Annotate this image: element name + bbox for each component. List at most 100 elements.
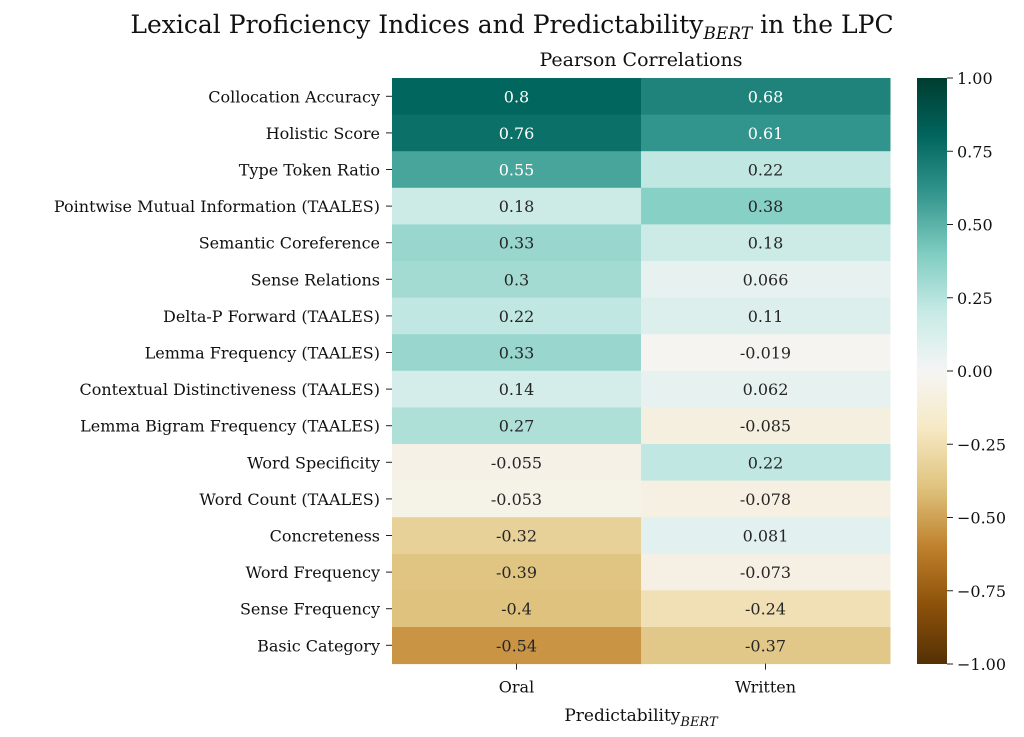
chart-title-suffix: in the LPC — [752, 10, 893, 39]
heatmap-cell — [641, 517, 891, 555]
row-label: Lemma Frequency (TAALES) — [145, 344, 380, 363]
row-label: Type Token Ratio — [239, 161, 380, 180]
row-label: Holistic Score — [266, 124, 380, 143]
colorbar: 1.00 0.75 0.50 0.25 0.00 −0.25 −0.50 −0.75 −1.00 — [917, 69, 1006, 674]
cell-value-label: -0.053 — [491, 490, 542, 509]
cell-value-label: 0.33 — [499, 344, 535, 363]
heatmap-cell — [641, 261, 891, 299]
cell-value-label: 0.22 — [499, 307, 535, 326]
cell-value-label: 0.33 — [499, 234, 535, 253]
cell-value-label: 0.55 — [499, 161, 535, 180]
heatmap-cell — [641, 370, 891, 408]
heatmap-cell — [392, 480, 642, 518]
colorbar-tick-label: 0.25 — [957, 289, 993, 308]
heatmap-cell — [641, 297, 891, 335]
heatmap-cell — [392, 444, 642, 482]
heatmap-cell — [392, 261, 642, 299]
column-label: Oral — [499, 678, 534, 697]
cell-value-label: 0.76 — [499, 124, 535, 143]
heatmap-cell — [392, 517, 642, 555]
cell-value-label: 0.22 — [748, 453, 784, 472]
chart-subtitle: Pearson Correlations — [540, 49, 743, 71]
row-labels: Collocation Accuracy Holistic Score Type T… — [54, 87, 392, 655]
heatmap-cell — [641, 224, 891, 262]
heatmap-cell — [641, 480, 891, 518]
cell-value-label: -0.019 — [740, 344, 791, 363]
heatmap-cell — [641, 627, 891, 665]
cell-value-label: 0.18 — [499, 197, 535, 216]
colorbar-gradient — [917, 78, 947, 664]
cell-value-label: 0.11 — [748, 307, 784, 326]
colorbar-tick-label: 0.00 — [957, 362, 993, 381]
heatmap-cell — [392, 590, 642, 628]
row-label: Collocation Accuracy — [208, 87, 380, 106]
cell-value-label: 0.18 — [748, 234, 784, 253]
heatmap-cell — [392, 553, 642, 591]
cell-value-label: 0.68 — [748, 87, 784, 106]
heatmap-cell — [641, 407, 891, 445]
x-axis-title: PredictabilityBERT — [564, 706, 719, 730]
heatmap-cells: 0.8 0.68 0.76 0.61 0.55 0.22 0.18 0.38 0.33 0.18 0… — [392, 78, 891, 665]
cell-value-label: -0.4 — [501, 600, 532, 619]
heatmap-cell — [641, 114, 891, 152]
heatmap-cell — [392, 334, 642, 372]
cell-value-label: 0.066 — [743, 270, 789, 289]
cell-value-label: 0.062 — [743, 380, 789, 399]
row-label: Delta-P Forward (TAALES) — [163, 307, 380, 326]
heatmap-cell — [641, 444, 891, 482]
heatmap-cell — [392, 78, 642, 116]
row-label: Sense Relations — [251, 270, 380, 289]
heatmap-cell — [392, 151, 642, 189]
cell-value-label: 0.22 — [748, 161, 784, 180]
cell-value-label: -0.32 — [496, 527, 537, 546]
colorbar-tick-label: 0.50 — [957, 216, 993, 235]
cell-value-label: 0.61 — [748, 124, 784, 143]
heatmap-cell — [392, 627, 642, 665]
cell-value-label: 0.3 — [504, 270, 529, 289]
colorbar-tick-label: −0.75 — [957, 582, 1006, 601]
row-label: Word Specificity — [247, 453, 380, 472]
chart-title: Lexical Proficiency Indices and Predicta… — [130, 10, 893, 44]
row-label: Pointwise Mutual Information (TAALES) — [54, 197, 380, 216]
cell-value-label: 0.14 — [499, 380, 535, 399]
row-label: Word Frequency — [245, 563, 380, 582]
row-label: Semantic Coreference — [199, 234, 380, 253]
heatmap-cell — [392, 224, 642, 262]
cell-value-label: -0.54 — [496, 636, 537, 655]
x-axis-title-subscript: BERT — [679, 715, 719, 730]
colorbar-ticks: 1.00 0.75 0.50 0.25 0.00 −0.25 −0.50 −0.75 −1.00 — [947, 69, 1006, 674]
row-label: Word Count (TAALES) — [199, 490, 380, 509]
heatmap-cell — [641, 334, 891, 372]
row-label: Concreteness — [270, 527, 380, 546]
cell-value-label: 0.38 — [748, 197, 784, 216]
row-label: Lemma Bigram Frequency (TAALES) — [80, 417, 380, 436]
heatmap-cell — [641, 151, 891, 189]
cell-value-label: -0.24 — [745, 600, 786, 619]
cell-value-label: -0.078 — [740, 490, 791, 509]
colorbar-tick-label: −1.00 — [957, 655, 1006, 674]
heatmap-cell — [641, 590, 891, 628]
row-label: Basic Category — [257, 636, 380, 655]
row-label: Contextual Distinctiveness (TAALES) — [79, 380, 380, 399]
heatmap-cell — [392, 297, 642, 335]
colorbar-tick-label: 0.75 — [957, 142, 993, 161]
heatmap-cell — [641, 78, 891, 116]
heatmap-cell — [392, 407, 642, 445]
cell-value-label: -0.073 — [740, 563, 791, 582]
heatmap-cell — [641, 187, 891, 225]
column-label: Written — [735, 678, 796, 697]
chart-title-subscript: BERT — [702, 24, 753, 44]
cell-value-label: 0.081 — [743, 527, 789, 546]
heatmap-cell — [392, 370, 642, 408]
heatmap-cell — [392, 187, 642, 225]
cell-value-label: -0.085 — [740, 417, 791, 436]
colorbar-tick-label: −0.25 — [957, 435, 1006, 454]
cell-value-label: -0.055 — [491, 453, 542, 472]
cell-value-label: 0.8 — [504, 87, 529, 106]
row-label: Sense Frequency — [240, 600, 380, 619]
colorbar-tick-label: −0.50 — [957, 509, 1006, 528]
heatmap-cell — [392, 114, 642, 152]
cell-value-label: 0.27 — [499, 417, 535, 436]
column-labels: Oral Written — [499, 663, 796, 697]
